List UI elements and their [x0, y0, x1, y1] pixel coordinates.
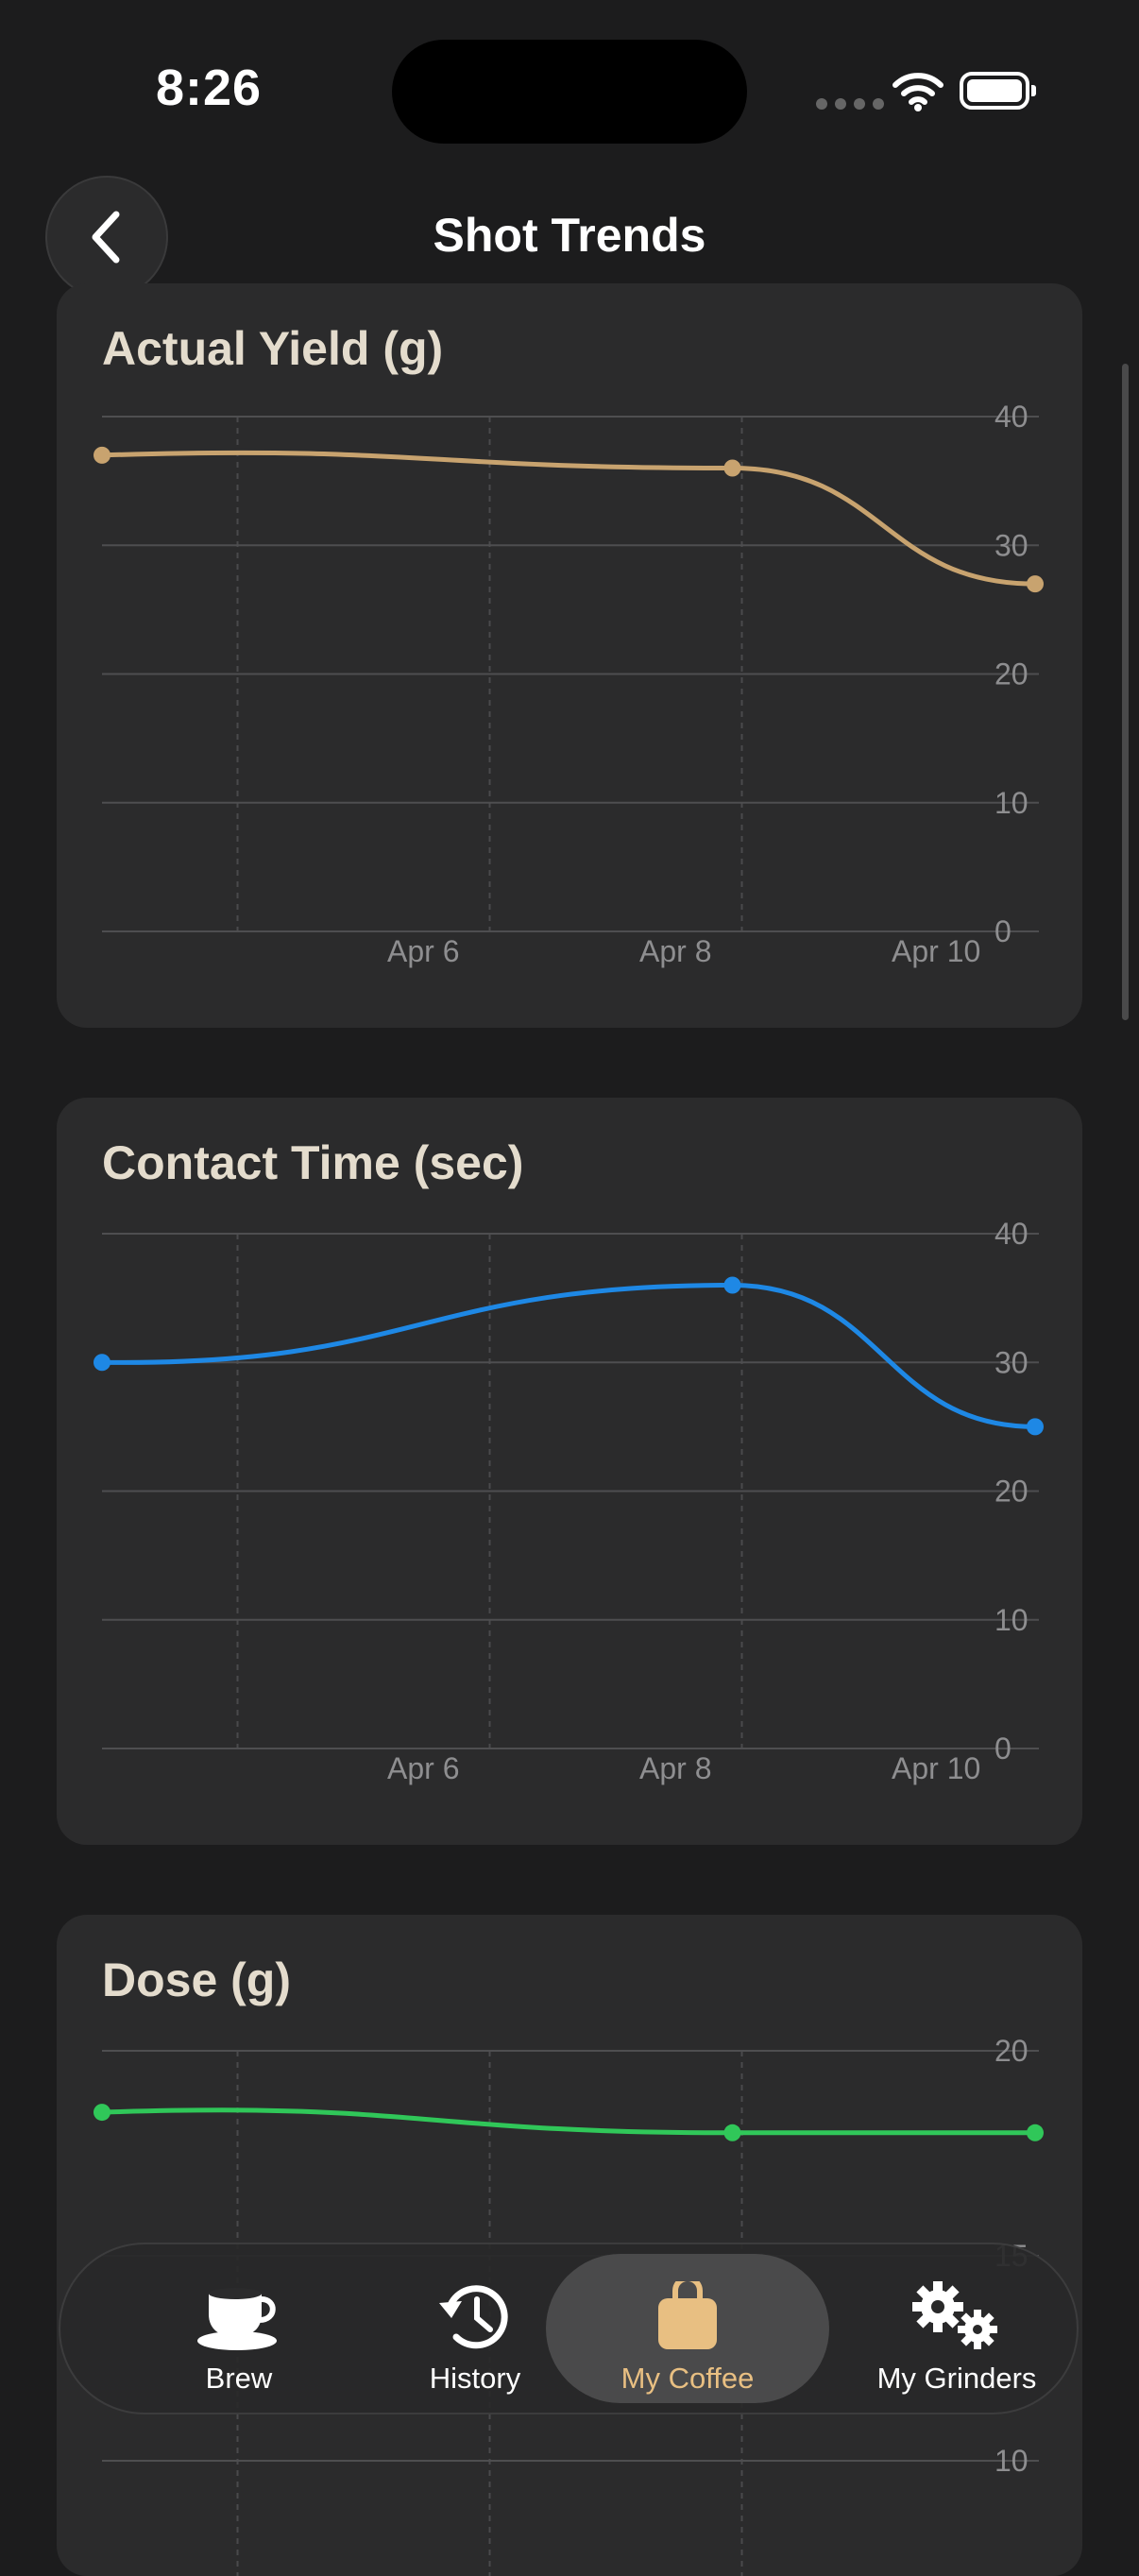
tab-history[interactable]: History	[376, 2244, 574, 2413]
battery-icon	[960, 72, 1036, 110]
chart-title: Dose (g)	[102, 1953, 291, 2006]
chart-title: Actual Yield (g)	[102, 322, 444, 375]
data-point	[723, 2124, 741, 2141]
y-tick-label: 0	[994, 1732, 1012, 1766]
page-title: Shot Trends	[433, 209, 706, 262]
y-tick-label: 0	[994, 914, 1012, 948]
y-tick-label: 10	[994, 786, 1028, 820]
cellular-signal-icon	[816, 98, 884, 110]
gears-icon	[910, 2277, 1004, 2356]
x-tick-label: Apr 6	[387, 1751, 459, 1785]
coffee-bag-icon	[654, 2277, 721, 2356]
y-tick-label: 20	[994, 1475, 1028, 1509]
data-point	[94, 2104, 110, 2122]
data-point	[1027, 2124, 1044, 2141]
y-tick-label: 40	[994, 1217, 1028, 1251]
tab-label: My Coffee	[620, 2362, 755, 2395]
tab-label: My Grinders	[876, 2362, 1037, 2395]
contact-time-chart: 40 30 20 10 0 Apr 6 Apr 8 Apr 10	[94, 1217, 1044, 1785]
x-tick-label: Apr 8	[639, 1751, 711, 1785]
data-point	[94, 446, 110, 464]
x-tick-label: Apr 6	[387, 934, 459, 968]
tab-label: Brew	[205, 2362, 273, 2395]
series-line	[101, 450, 1036, 587]
chart-title: Contact Time (sec)	[102, 1136, 524, 1189]
series-line	[101, 1282, 1036, 1429]
tab-my-grinders[interactable]: My Grinders	[858, 2244, 1056, 2413]
series-line	[101, 2107, 1035, 2136]
y-tick-label: 30	[994, 528, 1028, 562]
data-point	[723, 459, 741, 477]
data-point	[94, 1354, 110, 1372]
tab-my-coffee[interactable]: My Coffee	[546, 2254, 829, 2403]
y-tick-label: 10	[994, 1603, 1028, 1637]
actual-yield-chart-card: Actual Yield (g) 40 30 20 10 0 Apr 6 Apr 8 Apr …	[57, 283, 1082, 1028]
status-time: 8:26	[156, 60, 263, 116]
data-point	[1027, 575, 1044, 593]
y-tick-label: 20	[994, 2034, 1028, 2068]
data-point	[1027, 1418, 1044, 1436]
history-clock-icon	[435, 2277, 515, 2356]
data-point	[723, 1276, 741, 1294]
x-tick-label: Apr 10	[892, 934, 980, 968]
x-tick-label: Apr 10	[892, 1751, 980, 1785]
chevron-left-icon	[92, 211, 120, 264]
back-button[interactable]	[45, 176, 168, 299]
scroll-indicator[interactable]	[1122, 364, 1129, 1020]
y-tick-label: 40	[994, 400, 1028, 434]
y-tick-label: 20	[994, 657, 1028, 691]
tab-label: History	[429, 2362, 521, 2395]
y-tick-label: 30	[994, 1345, 1028, 1379]
x-tick-label: Apr 8	[639, 934, 711, 968]
wifi-icon	[892, 73, 944, 111]
dynamic-island	[392, 40, 747, 144]
coffee-cup-icon	[194, 2277, 284, 2356]
contact-time-chart-card: Contact Time (sec) 40 30 20 10 0 Apr 6 Apr 8 Ap…	[57, 1098, 1082, 1845]
tab-brew[interactable]: Brew	[140, 2244, 338, 2413]
actual-yield-chart: 40 30 20 10 0 Apr 6 Apr 8 Apr 10	[94, 400, 1044, 968]
y-tick-label: 10	[994, 2444, 1028, 2478]
status-bar: 8:26	[0, 0, 1139, 179]
tab-bar: Brew History My Coffee	[59, 2243, 1079, 2414]
